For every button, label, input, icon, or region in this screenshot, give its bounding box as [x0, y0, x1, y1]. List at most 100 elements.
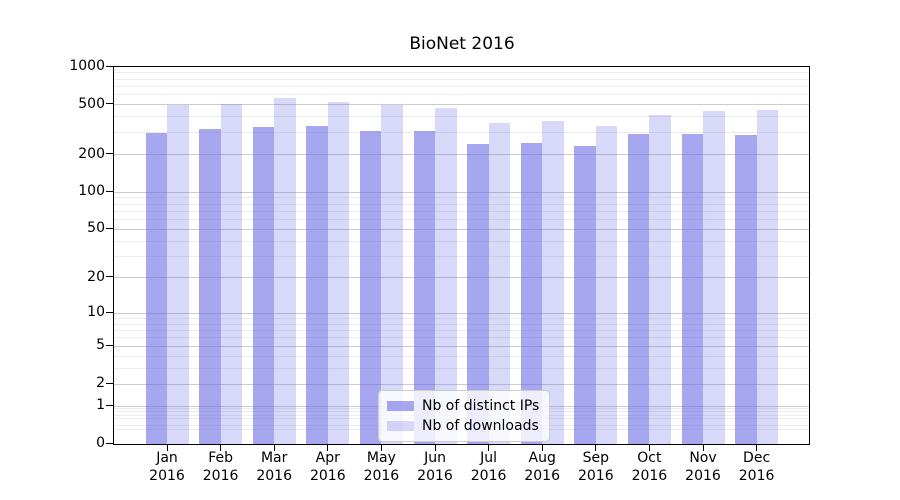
y-tick-label: 20	[87, 268, 105, 285]
gridline-minor	[114, 256, 809, 258]
gridline-minor	[114, 132, 809, 134]
bar	[735, 135, 757, 444]
y-tick	[106, 227, 113, 229]
y-tick-label: 1	[96, 397, 105, 414]
plot-area	[113, 66, 810, 445]
x-tick-label: Dec 2016	[738, 450, 775, 484]
gridline-major	[114, 154, 809, 156]
x-tick-label: Apr 2016	[309, 450, 346, 484]
legend-label-downloads: Nb of downloads	[422, 418, 539, 434]
x-tick-label: Jul 2016	[470, 450, 507, 484]
x-tick	[756, 445, 758, 451]
x-tick-label: Jan 2016	[149, 450, 185, 484]
bar	[681, 134, 703, 444]
gridline-minor	[114, 72, 809, 74]
bar	[145, 132, 167, 444]
gridline-major	[114, 277, 809, 279]
y-tick-label: 2	[96, 375, 105, 392]
chart-title: BioNet 2016	[409, 34, 515, 54]
x-tick-label: Aug 2016	[524, 450, 560, 484]
x-tick	[380, 445, 382, 451]
x-tick-label: Feb 2016	[202, 450, 239, 484]
gridline-minor	[114, 94, 809, 96]
gridline-minor	[114, 367, 809, 369]
bar	[649, 114, 671, 444]
y-tick	[106, 311, 113, 313]
y-tick-label: 200	[78, 145, 105, 162]
bar	[467, 143, 489, 444]
y-tick-label: 500	[78, 95, 105, 112]
bar	[167, 105, 189, 444]
gridline-minor	[114, 330, 809, 332]
gridline-minor	[114, 116, 809, 118]
legend: Nb of distinct IPs Nb of downloads	[378, 390, 551, 442]
x-tick	[488, 445, 490, 451]
gridline-minor	[114, 197, 809, 199]
gridline-minor	[114, 85, 809, 87]
bar	[488, 123, 511, 444]
y-tick	[106, 404, 113, 406]
legend-swatch-downloads	[387, 421, 414, 431]
bar	[199, 129, 221, 444]
gridline-minor	[114, 337, 809, 339]
gridline-minor	[114, 317, 809, 319]
bar	[574, 146, 596, 444]
x-tick-label: Jun 2016	[417, 450, 453, 484]
y-tick-label: 10	[87, 304, 105, 321]
x-tick-label: Mar 2016	[256, 450, 292, 484]
y-tick	[106, 344, 113, 346]
bar	[274, 97, 296, 444]
y-tick	[106, 382, 113, 384]
gridline-major	[114, 228, 809, 230]
bar	[252, 127, 275, 444]
bar	[327, 101, 350, 444]
x-tick	[273, 445, 275, 451]
gridline-major	[114, 345, 809, 347]
x-tick-label: Nov 2016	[685, 450, 721, 484]
y-tick	[106, 65, 113, 67]
x-tick	[648, 445, 650, 451]
legend-row-distinct-ips: Nb of distinct IPs	[387, 396, 539, 416]
y-tick	[106, 276, 113, 278]
gridline-minor	[114, 219, 809, 221]
bar	[381, 105, 403, 444]
y-tick-label: 5	[96, 337, 105, 354]
gridline-minor	[114, 355, 809, 357]
x-tick	[541, 445, 543, 451]
y-tick-label: 100	[78, 183, 105, 200]
y-tick-label: 1000	[69, 58, 105, 74]
x-tick	[595, 445, 597, 451]
legend-label-distinct-ips: Nb of distinct IPs	[422, 398, 540, 414]
gridline-minor	[114, 210, 809, 212]
x-tick	[166, 445, 168, 451]
y-tick	[106, 442, 113, 444]
gridline-minor	[114, 323, 809, 325]
x-tick-label: Oct 2016	[631, 450, 668, 484]
bar	[703, 111, 725, 444]
gridline-minor	[114, 78, 809, 80]
bar	[435, 107, 457, 444]
x-tick	[702, 445, 704, 451]
y-tick	[106, 103, 113, 105]
bar	[595, 126, 618, 444]
legend-swatch-distinct-ips	[387, 401, 414, 411]
bar	[306, 125, 328, 444]
y-tick	[106, 153, 113, 155]
x-tick-label: Sep 2016	[577, 450, 614, 484]
x-tick	[327, 445, 329, 451]
legend-row-downloads: Nb of downloads	[387, 416, 539, 436]
y-tick	[106, 190, 113, 192]
bar	[413, 130, 435, 444]
gridline-minor	[114, 203, 809, 205]
gridline-major	[114, 191, 809, 193]
gridline-minor	[114, 240, 809, 242]
y-tick-label: 50	[87, 220, 105, 237]
gridline-major	[114, 312, 809, 314]
x-tick	[220, 445, 222, 451]
gridline-major	[114, 104, 809, 106]
x-tick-label: May 2016	[363, 450, 400, 484]
bar	[542, 120, 564, 444]
bar	[220, 104, 243, 444]
bar	[756, 109, 779, 444]
